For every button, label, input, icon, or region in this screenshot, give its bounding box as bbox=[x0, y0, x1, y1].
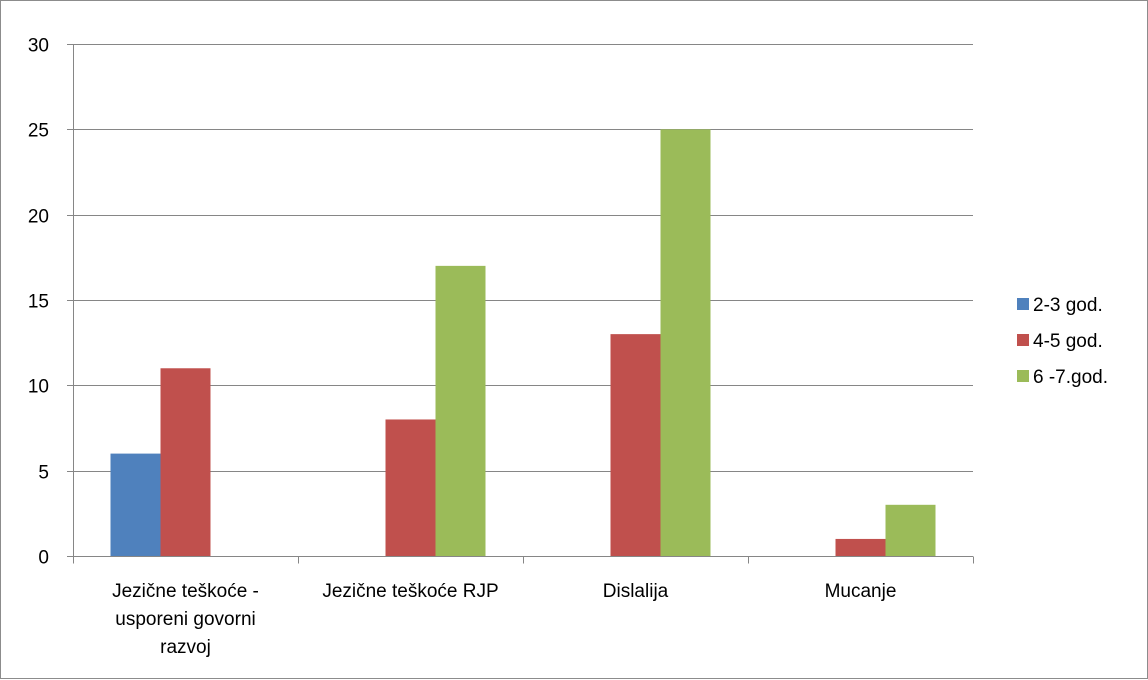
legend-label: 2-3 god. bbox=[1033, 295, 1103, 316]
y-axis-tick-labels: 0 5 10 15 20 25 30 bbox=[28, 36, 49, 569]
x-tick-label: Mucanje bbox=[825, 581, 897, 602]
legend-swatch bbox=[1017, 370, 1029, 382]
bar-3-series-3 bbox=[660, 129, 711, 557]
legend-label: 6 -7.god. bbox=[1033, 367, 1108, 388]
x-tick-label: Jezične teškoće RJP bbox=[322, 581, 498, 602]
bar-3-series-2 bbox=[610, 334, 661, 556]
legend: 2-3 god. 4-5 god. 6 -7.god. bbox=[1017, 295, 1108, 388]
y-tick-label: 25 bbox=[28, 121, 49, 142]
bars bbox=[110, 129, 936, 557]
x-axis-tick-labels: Jezične teškoće -usporeni govorni razvojJ… bbox=[112, 581, 896, 658]
axes bbox=[67, 44, 974, 564]
x-tick-label-line: razvoj bbox=[160, 637, 211, 658]
x-tick-label: Jezične teškoće - usporeni govorni razvoj bbox=[112, 581, 259, 658]
y-tick-label: 20 bbox=[28, 207, 49, 228]
bar-1-series-2 bbox=[160, 368, 211, 556]
y-tick-label: 0 bbox=[38, 548, 49, 569]
bar-2-series-3 bbox=[435, 265, 486, 556]
legend-label: 4-5 god. bbox=[1033, 331, 1103, 352]
y-tick-label: 15 bbox=[28, 292, 49, 313]
y-tick-label: 10 bbox=[28, 377, 49, 398]
bar-4-series-2 bbox=[835, 538, 886, 556]
x-tick-label-line: Jezične teškoće RJP bbox=[322, 581, 498, 602]
y-tick-label: 5 bbox=[38, 463, 49, 484]
legend-swatch bbox=[1017, 298, 1029, 310]
x-tick-label-line: Jezične teškoće - bbox=[112, 581, 259, 602]
y-tick-label: 30 bbox=[28, 36, 49, 57]
bar-1-series-1 bbox=[110, 453, 161, 556]
gridlines bbox=[73, 44, 973, 472]
legend-swatch bbox=[1017, 334, 1029, 346]
x-tick-label-line: Mucanje bbox=[825, 581, 897, 602]
bar-2-series-2 bbox=[385, 419, 436, 556]
bar-4-series-3 bbox=[885, 504, 936, 556]
x-tick-label-line: Dislalija bbox=[603, 581, 669, 602]
x-tick-label: Dislalija bbox=[603, 581, 669, 602]
x-tick-label-line: usporeni govorni bbox=[115, 609, 255, 630]
